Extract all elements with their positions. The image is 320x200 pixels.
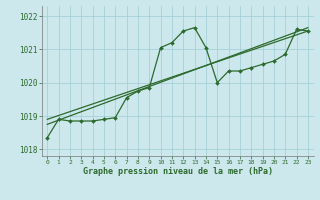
- X-axis label: Graphe pression niveau de la mer (hPa): Graphe pression niveau de la mer (hPa): [83, 167, 273, 176]
